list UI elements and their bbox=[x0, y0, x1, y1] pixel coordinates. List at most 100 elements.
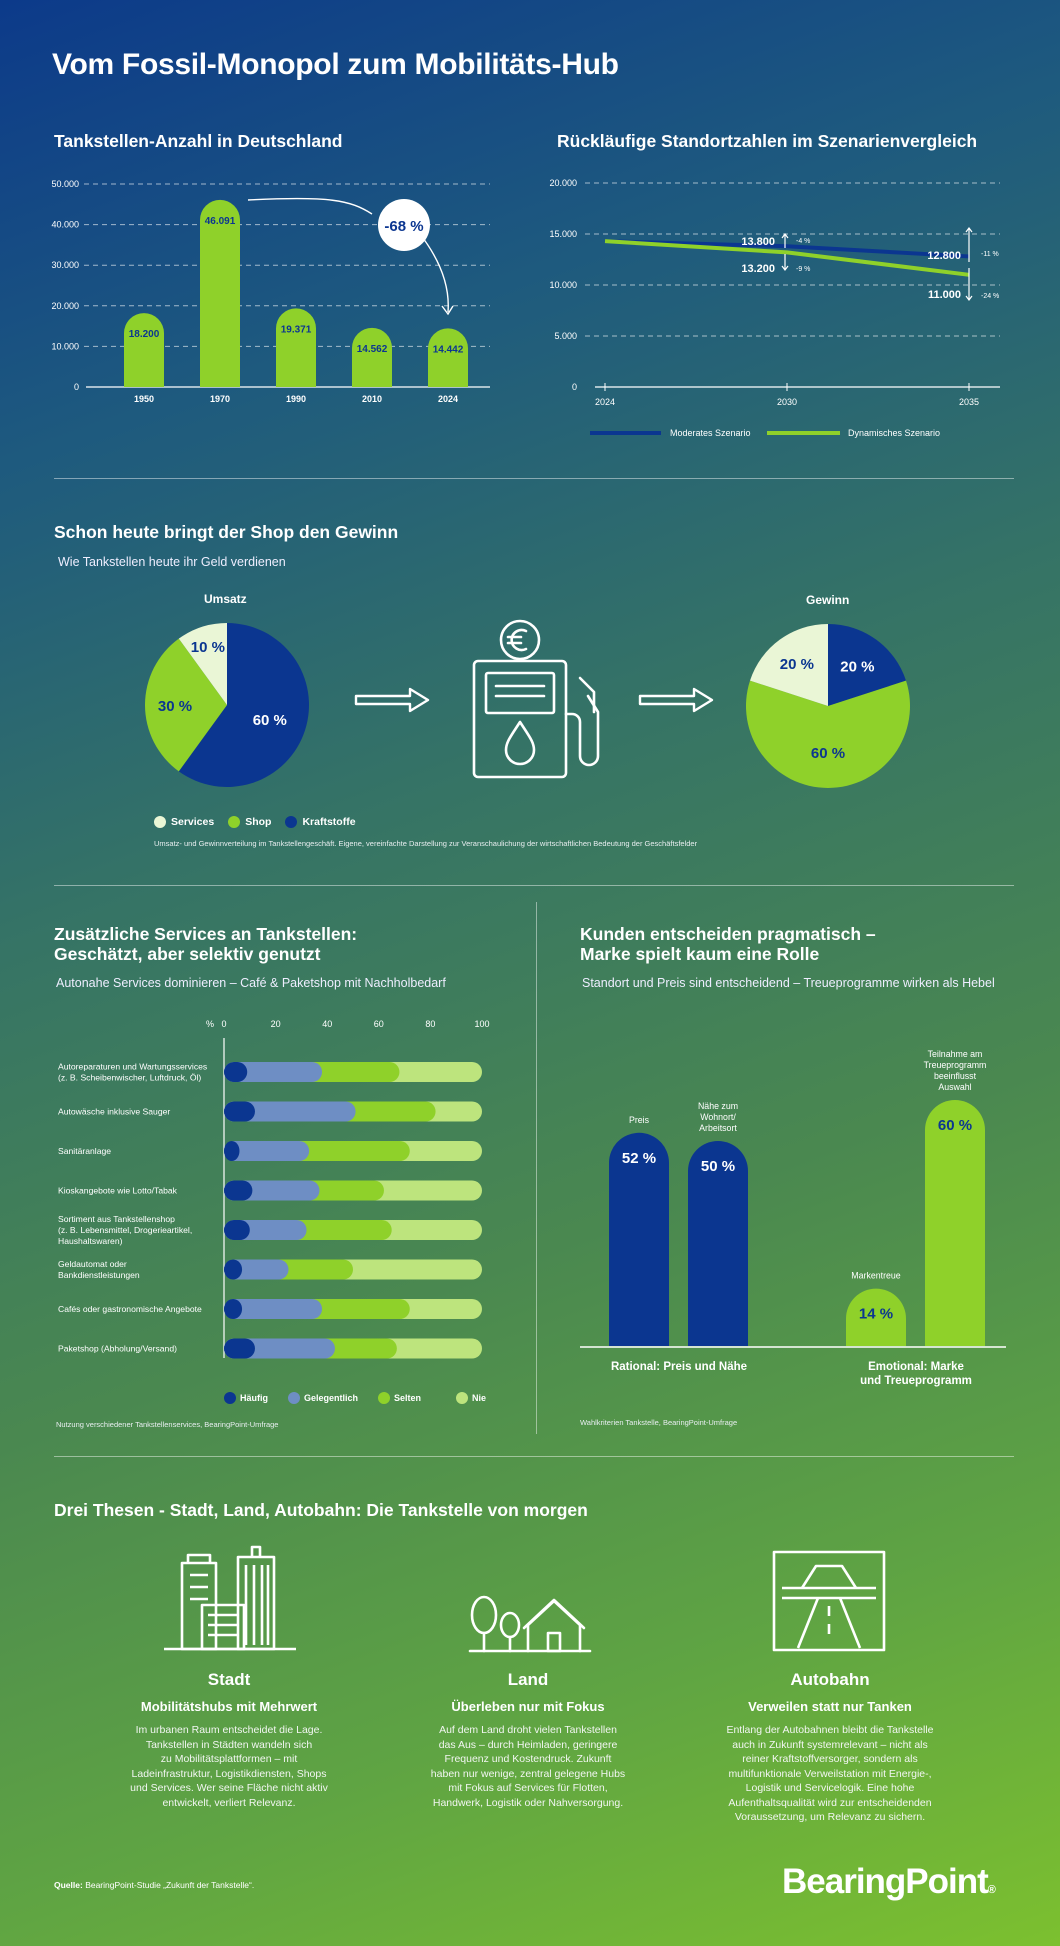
y-tick-label: 15.000 bbox=[549, 229, 577, 239]
these-subtitle: Mobilitätshubs mit Mehrwert bbox=[140, 1699, 318, 1714]
legend-item: Kraftstoffe bbox=[285, 816, 356, 828]
pie-slice bbox=[145, 638, 227, 772]
umsatz-pie-chart: 60 % 30 % 10 % bbox=[145, 623, 309, 787]
bearingpoint-logo: BearingPoint® bbox=[782, 1862, 996, 1902]
these-autobahn: Autobahn Verweilen statt nur Tanken Entl… bbox=[699, 1670, 961, 1825]
legend-swatch bbox=[456, 1392, 468, 1404]
row-label: Geldautomat oder bbox=[58, 1259, 127, 1269]
bar-segment bbox=[224, 1062, 323, 1082]
bar-category-label: Preis bbox=[629, 1115, 650, 1125]
bar-segment bbox=[224, 1062, 248, 1082]
bar bbox=[124, 313, 164, 387]
row-label: (z. B. Scheibenwischer, Luftdruck, Öl) bbox=[58, 1073, 201, 1083]
services-stacked-bar-chart: % 0 20 40 60 80 100 Autoreparaturen und Wartung… bbox=[58, 1019, 490, 1404]
bar-category-label: beeinflusst bbox=[934, 1071, 977, 1081]
bar-value-label: 46.091 bbox=[205, 216, 236, 227]
x-tick-label: 2035 bbox=[959, 397, 979, 407]
x-tick-label: 1950 bbox=[134, 394, 154, 404]
city-buildings-icon bbox=[164, 1545, 296, 1651]
legend-label: Dynamisches Szenario bbox=[848, 428, 940, 438]
x-tick-label: 1990 bbox=[286, 394, 306, 404]
point-label: 13.800 bbox=[741, 236, 775, 248]
shop-section-subtitle: Wie Tankstellen heute ihr Geld verdienen bbox=[58, 555, 286, 569]
bar bbox=[276, 308, 316, 387]
gewinn-title: Gewinn bbox=[806, 593, 850, 607]
annotation-arrow bbox=[419, 233, 449, 313]
these-stadt: Stadt Mobilitätshubs mit Mehrwert Im urb… bbox=[99, 1670, 359, 1810]
kunden-section-subtitle: Standort und Preis sind entscheidend – T… bbox=[582, 976, 995, 990]
x-tick-label: 2024 bbox=[595, 397, 615, 407]
row-label: Bankdienstleistungen bbox=[58, 1270, 140, 1280]
logo-mark: ® bbox=[987, 1884, 996, 1896]
source-label: Quelle: bbox=[54, 1880, 83, 1890]
legend-item: Shop bbox=[228, 816, 271, 828]
delta-label: -11 % bbox=[981, 251, 999, 258]
point-label: 13.200 bbox=[741, 263, 775, 275]
x-tick-label: 0 bbox=[221, 1019, 226, 1029]
delta-label: -4 % bbox=[796, 238, 810, 245]
village-house-icon bbox=[468, 1595, 592, 1653]
divider bbox=[54, 1456, 1014, 1457]
line-chart-title: Rückläufige Standortzahlen im Szenarienv… bbox=[557, 131, 978, 151]
x-tick-label: 1970 bbox=[210, 394, 230, 404]
legend-swatch bbox=[228, 816, 241, 828]
y-tick-label: 10.000 bbox=[549, 280, 577, 290]
kunden-note: Wahlkriterien Tankstelle, BearingPoint-U… bbox=[580, 1418, 738, 1427]
bar-chart-title: Tankstellen-Anzahl in Deutschland bbox=[54, 131, 343, 151]
umsatz-title: Umsatz bbox=[204, 592, 247, 606]
kunden-section-title: Kunden entscheiden pragmatisch – Marke s… bbox=[580, 924, 876, 965]
bar-segment bbox=[224, 1338, 255, 1359]
legend-swatch bbox=[154, 816, 166, 828]
pie-label: 10 % bbox=[191, 639, 225, 656]
bar bbox=[846, 1288, 906, 1346]
pie-slice bbox=[750, 624, 828, 706]
point-label: 12.800 bbox=[927, 250, 961, 262]
x-tick-label: 2010 bbox=[362, 394, 382, 404]
bar bbox=[200, 199, 240, 387]
logo-text: BearingPoint bbox=[782, 1862, 989, 1901]
group-label: Emotional: Marke bbox=[868, 1361, 964, 1373]
x-tick-label: 40 bbox=[322, 1019, 332, 1029]
pie-label: 60 % bbox=[811, 745, 845, 762]
group-label: und Treueprogramm bbox=[860, 1375, 972, 1387]
bar-segment bbox=[224, 1101, 356, 1122]
bar-segment bbox=[224, 1299, 323, 1319]
these-text: Auf dem Land droht vielen Tankstellen da… bbox=[430, 1724, 626, 1809]
bar-category-label: Nähe zum bbox=[698, 1101, 738, 1111]
row-label: Kioskangebote wie Lotto/Tabak bbox=[58, 1186, 178, 1196]
these-subtitle: Verweilen statt nur Tanken bbox=[748, 1699, 912, 1714]
bar-category-label: Wohnort/ bbox=[700, 1112, 736, 1122]
row-label: Sortiment aus Tankstellenshop bbox=[58, 1214, 175, 1224]
tankstellen-bar-chart: 0 10.000 20.000 30.000 40.000 50.000 18.200 195… bbox=[51, 179, 490, 404]
bar-category-label: Teilnahme am bbox=[928, 1049, 983, 1059]
shop-note: Umsatz- und Gewinnverteilung im Tankstel… bbox=[154, 839, 698, 848]
bar-category-label: Arbeitsort bbox=[699, 1123, 737, 1133]
pie-label: 60 % bbox=[253, 712, 287, 729]
source-text: BearingPoint-Studie „Zukunft der Tankste… bbox=[85, 1880, 255, 1890]
y-tick-label: 0 bbox=[74, 382, 79, 392]
pie-slice bbox=[746, 680, 910, 788]
bar-segment bbox=[224, 1101, 255, 1122]
fuel-pump-euro-icon bbox=[472, 619, 600, 779]
legend-swatch bbox=[224, 1392, 236, 1404]
services-section-title: Zusätzliche Services an Tankstellen: Ges… bbox=[54, 924, 358, 965]
annotation-label: -68 % bbox=[384, 218, 423, 235]
pie-legend: Services Shop Kraftstoffe bbox=[154, 816, 356, 828]
legend-swatch bbox=[288, 1392, 300, 1404]
x-tick-label: 80 bbox=[425, 1019, 435, 1029]
bar-category-label: Markentreue bbox=[851, 1271, 900, 1281]
these-text: Entlang der Autobahnen bleibt die Tankst… bbox=[726, 1724, 934, 1823]
arrow-head bbox=[965, 295, 973, 301]
divider bbox=[54, 478, 1014, 479]
bar-category-label: Treueprogramm bbox=[924, 1060, 987, 1070]
pie-label: 30 % bbox=[158, 698, 192, 715]
highway-icon bbox=[772, 1550, 886, 1652]
these-title: Stadt bbox=[207, 1670, 251, 1689]
group-label: Rational: Preis und Nähe bbox=[611, 1361, 747, 1373]
services-section-subtitle: Autonahe Services dominieren – Café & Pa… bbox=[56, 976, 446, 990]
bar-segment bbox=[224, 1141, 310, 1161]
bar-value-label: 60 % bbox=[938, 1117, 972, 1134]
delta-label: -24 % bbox=[981, 293, 999, 300]
series-line bbox=[604, 239, 970, 277]
